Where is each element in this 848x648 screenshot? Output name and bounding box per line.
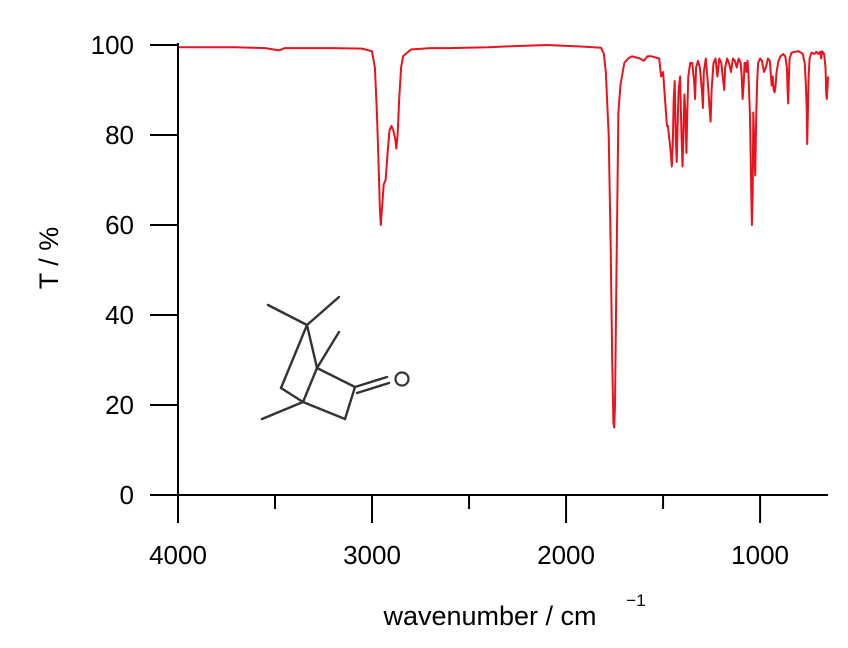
- bond: [343, 385, 357, 421]
- tick-marks: [150, 44, 762, 523]
- y-axis-title: T / %: [34, 227, 64, 290]
- bond: [305, 323, 319, 370]
- spectrum-line: [178, 44, 829, 429]
- y-tick-label: 20: [105, 390, 134, 420]
- y-tick-label: 0: [120, 480, 134, 510]
- x-axis-title: wavenumber / cm: [382, 601, 596, 631]
- bond: [301, 400, 347, 421]
- x-tick-label: 4000: [149, 540, 207, 570]
- molecule-structure-diagram: [260, 295, 410, 421]
- y-tick-label: 100: [91, 30, 134, 60]
- x-tick-label: 3000: [343, 540, 401, 570]
- plot-area: [178, 44, 829, 429]
- y-tick-label: 40: [105, 300, 134, 330]
- bond: [279, 323, 309, 390]
- x-tick-label: 1000: [731, 540, 789, 570]
- bond: [315, 366, 357, 389]
- x-axis-title-superscript: −1: [626, 591, 645, 610]
- x-tick-label: 2000: [537, 540, 595, 570]
- bond: [279, 386, 305, 404]
- bond: [315, 330, 341, 370]
- bond: [301, 366, 319, 404]
- double-bond: [355, 381, 391, 395]
- y-tick-label: 60: [105, 210, 134, 240]
- bond: [260, 400, 305, 421]
- double-bond: [353, 375, 389, 389]
- oxygen-atom: [394, 371, 410, 387]
- tick-labels: 0 20 40 60 80 100 4000 3000 2000 1000: [91, 30, 789, 570]
- bond: [305, 295, 341, 327]
- axes: [177, 43, 828, 496]
- y-tick-label: 80: [105, 120, 134, 150]
- bond: [266, 303, 309, 327]
